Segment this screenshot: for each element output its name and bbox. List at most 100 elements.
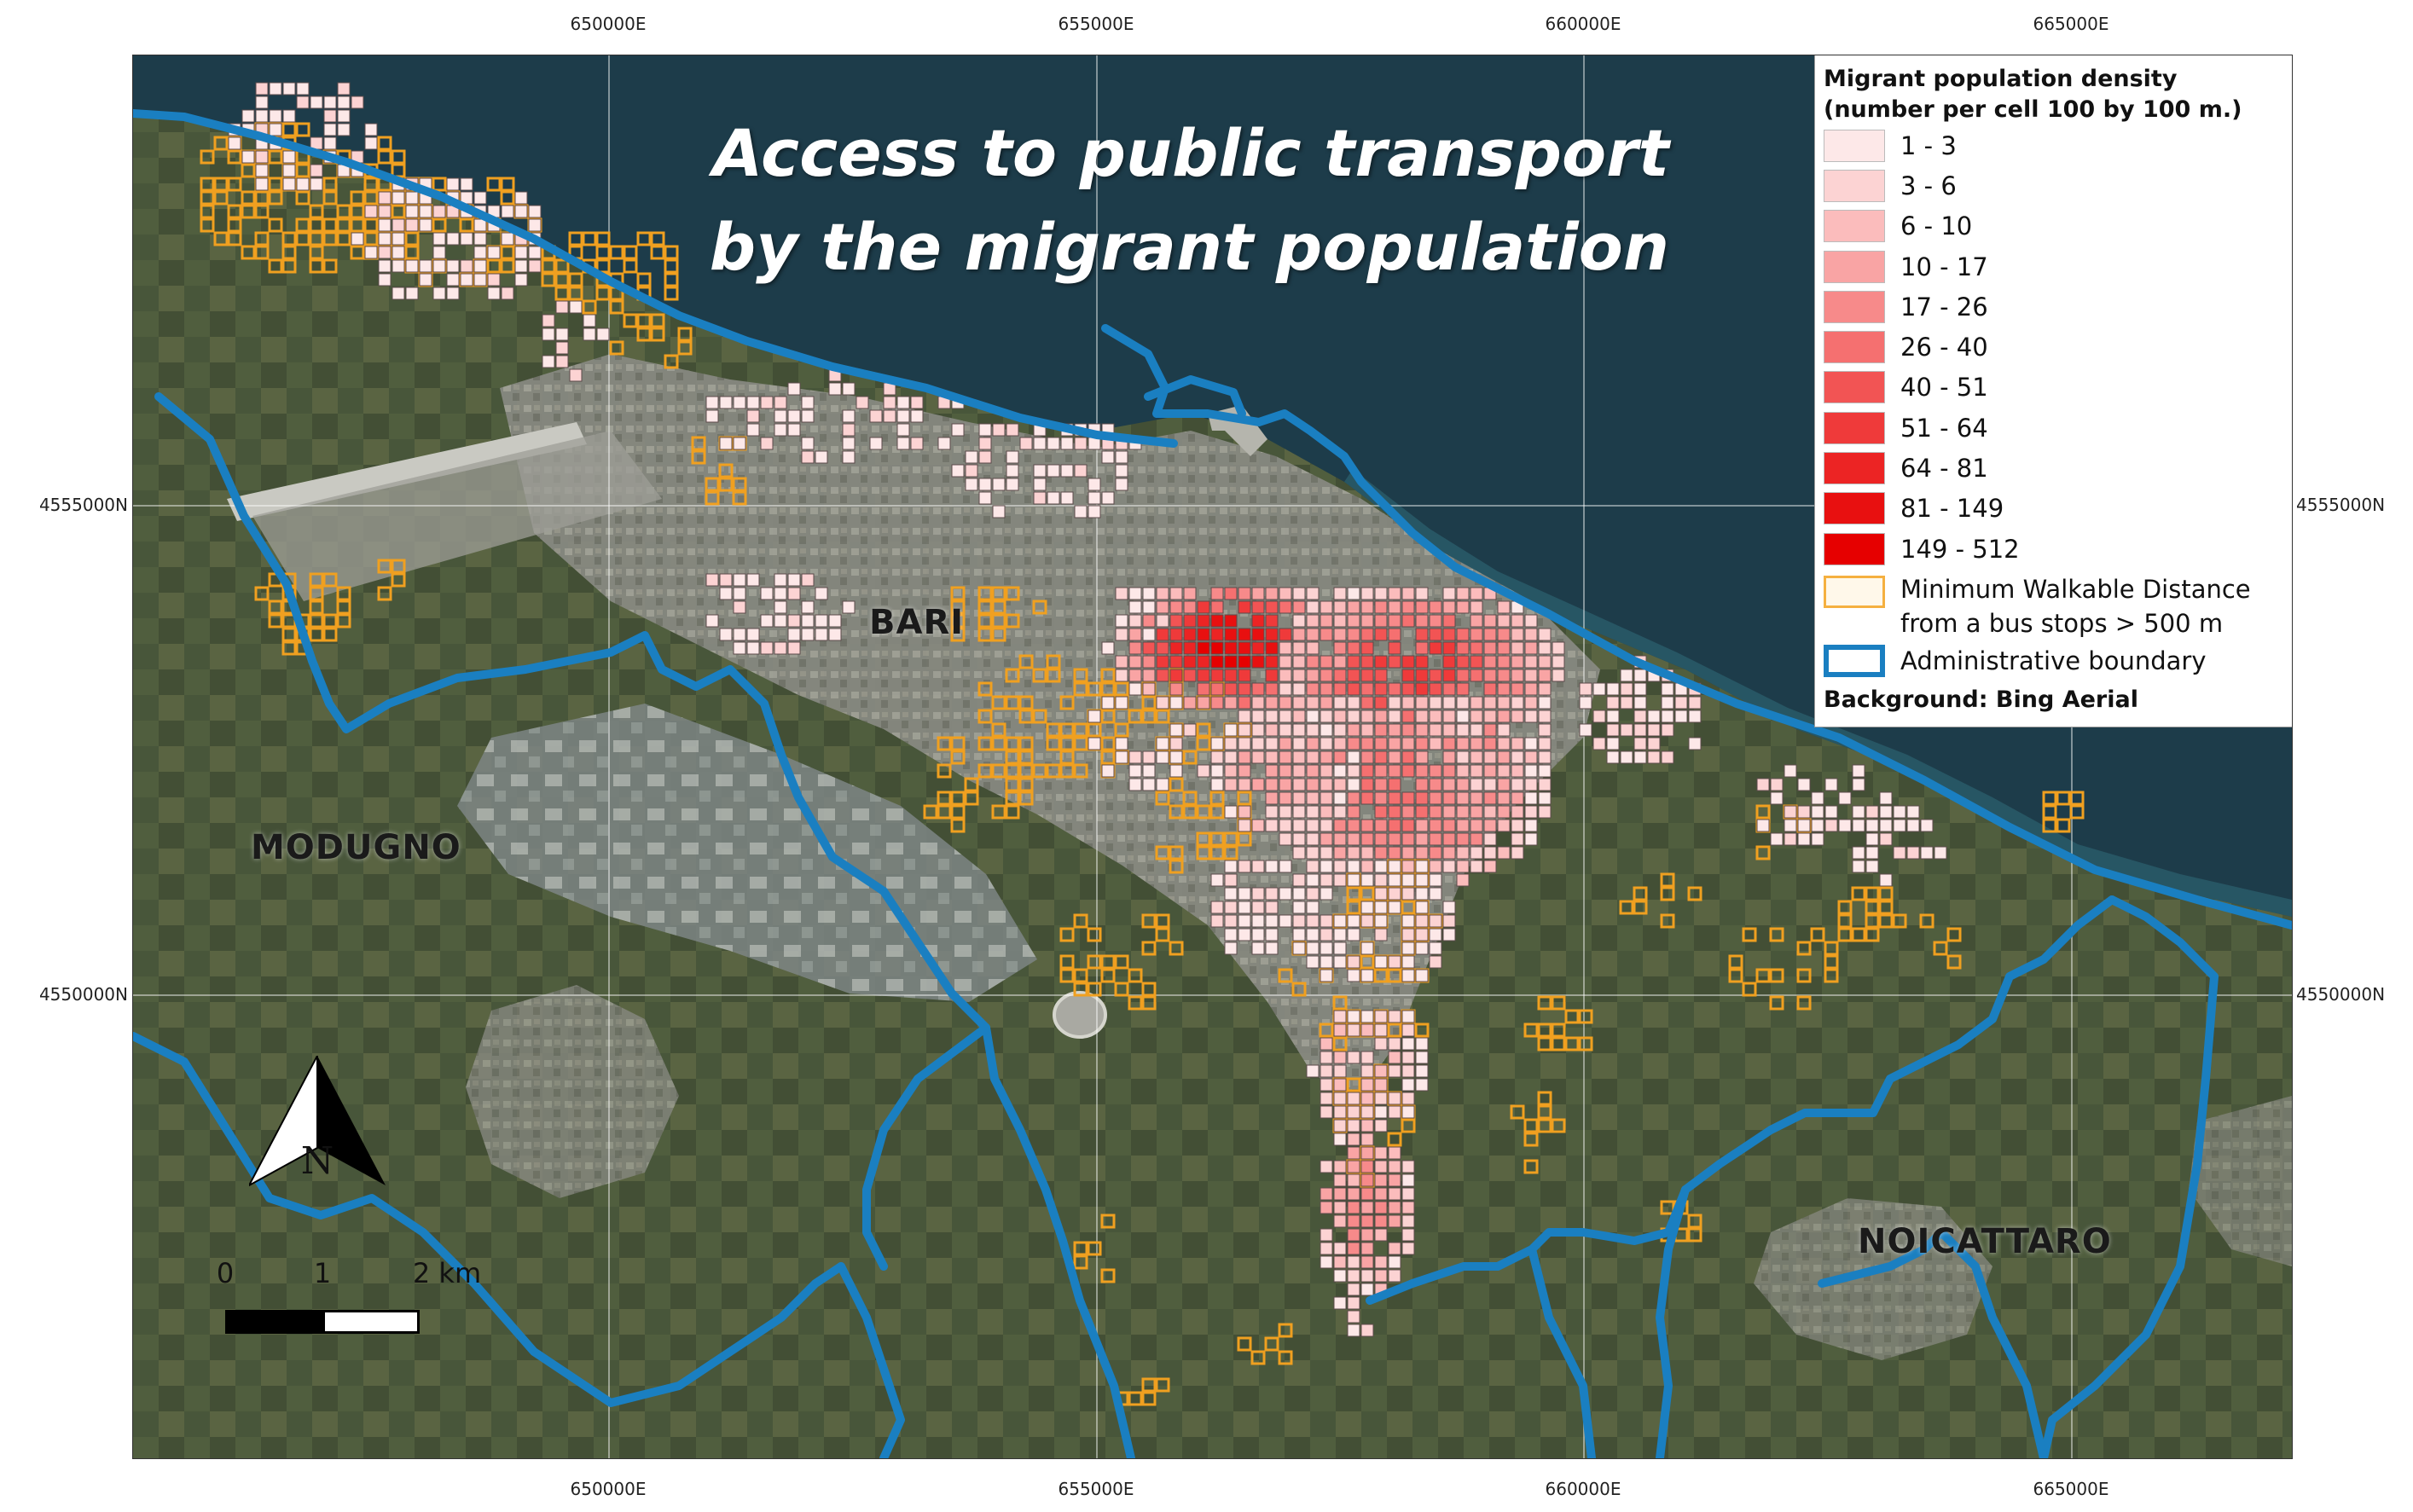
density-cell <box>1429 778 1442 791</box>
density-cell <box>555 341 569 355</box>
density-cell <box>1511 819 1524 832</box>
density-cell <box>1251 696 1265 710</box>
walkable-distance-cell <box>1087 681 1102 697</box>
density-cell <box>1784 819 1797 832</box>
density-cell <box>351 232 364 246</box>
density-cell <box>1429 941 1442 955</box>
density-cell <box>1374 928 1388 941</box>
density-cell <box>1401 1023 1415 1037</box>
walkable-distance-cell <box>200 217 215 233</box>
density-cell <box>1879 832 1893 846</box>
density-cell <box>392 232 405 246</box>
walkable-distance-cell <box>1742 927 1757 942</box>
density-cell <box>1265 669 1279 682</box>
density-cell <box>1333 955 1347 969</box>
density-cell <box>1306 750 1320 764</box>
density-cell <box>1128 600 1142 614</box>
density-cell <box>255 164 269 177</box>
density-cell <box>1156 655 1169 669</box>
walkable-distance-cell <box>1278 968 1293 983</box>
walkable-distance-cell <box>1196 804 1211 820</box>
walkable-distance-cell <box>1660 886 1675 901</box>
legend-class-label: 26 - 40 <box>1900 333 1988 362</box>
walkable-distance-cell <box>281 245 297 260</box>
density-cell <box>1265 737 1279 750</box>
density-cell <box>392 218 405 232</box>
walkable-distance-cell <box>1551 1022 1566 1038</box>
walkable-distance-cell <box>964 791 979 806</box>
walkable-distance-cell <box>1865 900 1880 915</box>
density-cell <box>1251 737 1265 750</box>
density-cell <box>1320 955 1333 969</box>
walkable-distance-cell <box>268 149 283 165</box>
density-cell <box>1579 682 1592 696</box>
density-cell <box>1019 437 1033 450</box>
density-cell <box>1360 914 1374 928</box>
walkable-distance-cell <box>950 750 966 765</box>
density-cell <box>1401 791 1415 805</box>
density-cell <box>801 437 815 450</box>
density-cell <box>460 232 473 246</box>
density-cell <box>1388 901 1401 914</box>
walkable-distance-cell <box>1209 791 1225 806</box>
density-cell <box>1497 737 1511 750</box>
walkable-distance-cell <box>1100 750 1116 765</box>
density-cell <box>501 287 514 300</box>
density-cell <box>1388 873 1401 887</box>
density-cell <box>1306 737 1320 750</box>
walkable-distance-cell <box>732 477 747 492</box>
density-cell <box>1401 655 1415 669</box>
density-cell <box>310 164 323 177</box>
density-cell <box>1156 628 1169 641</box>
density-cell <box>1374 600 1388 614</box>
density-cell <box>1592 710 1606 723</box>
density-cell <box>1347 832 1360 846</box>
walkable-distance-cell <box>950 736 966 751</box>
density-cell <box>1374 1146 1388 1160</box>
density-cell <box>1251 710 1265 723</box>
density-cell <box>1333 669 1347 682</box>
density-cell <box>1415 819 1429 832</box>
density-cell <box>1538 682 1552 696</box>
density-cell <box>282 109 296 123</box>
density-cell <box>787 628 801 641</box>
density-cell <box>1251 614 1265 628</box>
density-cell <box>1224 669 1238 682</box>
density-cell <box>1906 819 1920 832</box>
density-cell <box>1374 655 1388 669</box>
density-cell <box>323 96 337 109</box>
density-cell <box>1388 1146 1401 1160</box>
walkable-distance-cell <box>1018 695 1034 710</box>
density-cell <box>364 205 378 218</box>
airport-runway <box>227 422 587 521</box>
walkable-distance-cell <box>2056 791 2071 806</box>
density-cell <box>1333 1242 1347 1255</box>
walkable-distance-cell <box>1005 695 1020 710</box>
density-cell <box>1347 1146 1360 1160</box>
density-cell <box>392 246 405 259</box>
density-cell <box>555 327 569 341</box>
modugno-town <box>466 985 679 1198</box>
walkable-distance-cell <box>977 736 993 751</box>
density-cell <box>1511 778 1524 791</box>
walkable-distance-cell <box>363 177 379 192</box>
density-cell <box>1415 764 1429 778</box>
density-cell <box>487 287 501 300</box>
density-cell <box>1279 600 1292 614</box>
density-cell <box>1197 669 1210 682</box>
density-cell <box>774 641 787 655</box>
density-cell <box>1852 805 1865 819</box>
density-cell <box>1797 805 1811 819</box>
density-cell <box>774 614 787 628</box>
density-cell <box>1333 832 1347 846</box>
map-frame[interactable]: Access to public transport by the migran… <box>132 55 2293 1459</box>
walkable-distance-cell <box>241 245 256 260</box>
walkable-distance-cell <box>977 600 993 615</box>
walkable-distance-cell <box>950 804 966 820</box>
density-cell <box>705 409 719 423</box>
density-cell <box>1388 1051 1401 1064</box>
density-cell <box>1470 819 1483 832</box>
walkable-distance-cell <box>1114 954 1129 970</box>
density-cell <box>1197 641 1210 655</box>
density-cell <box>1210 696 1224 710</box>
